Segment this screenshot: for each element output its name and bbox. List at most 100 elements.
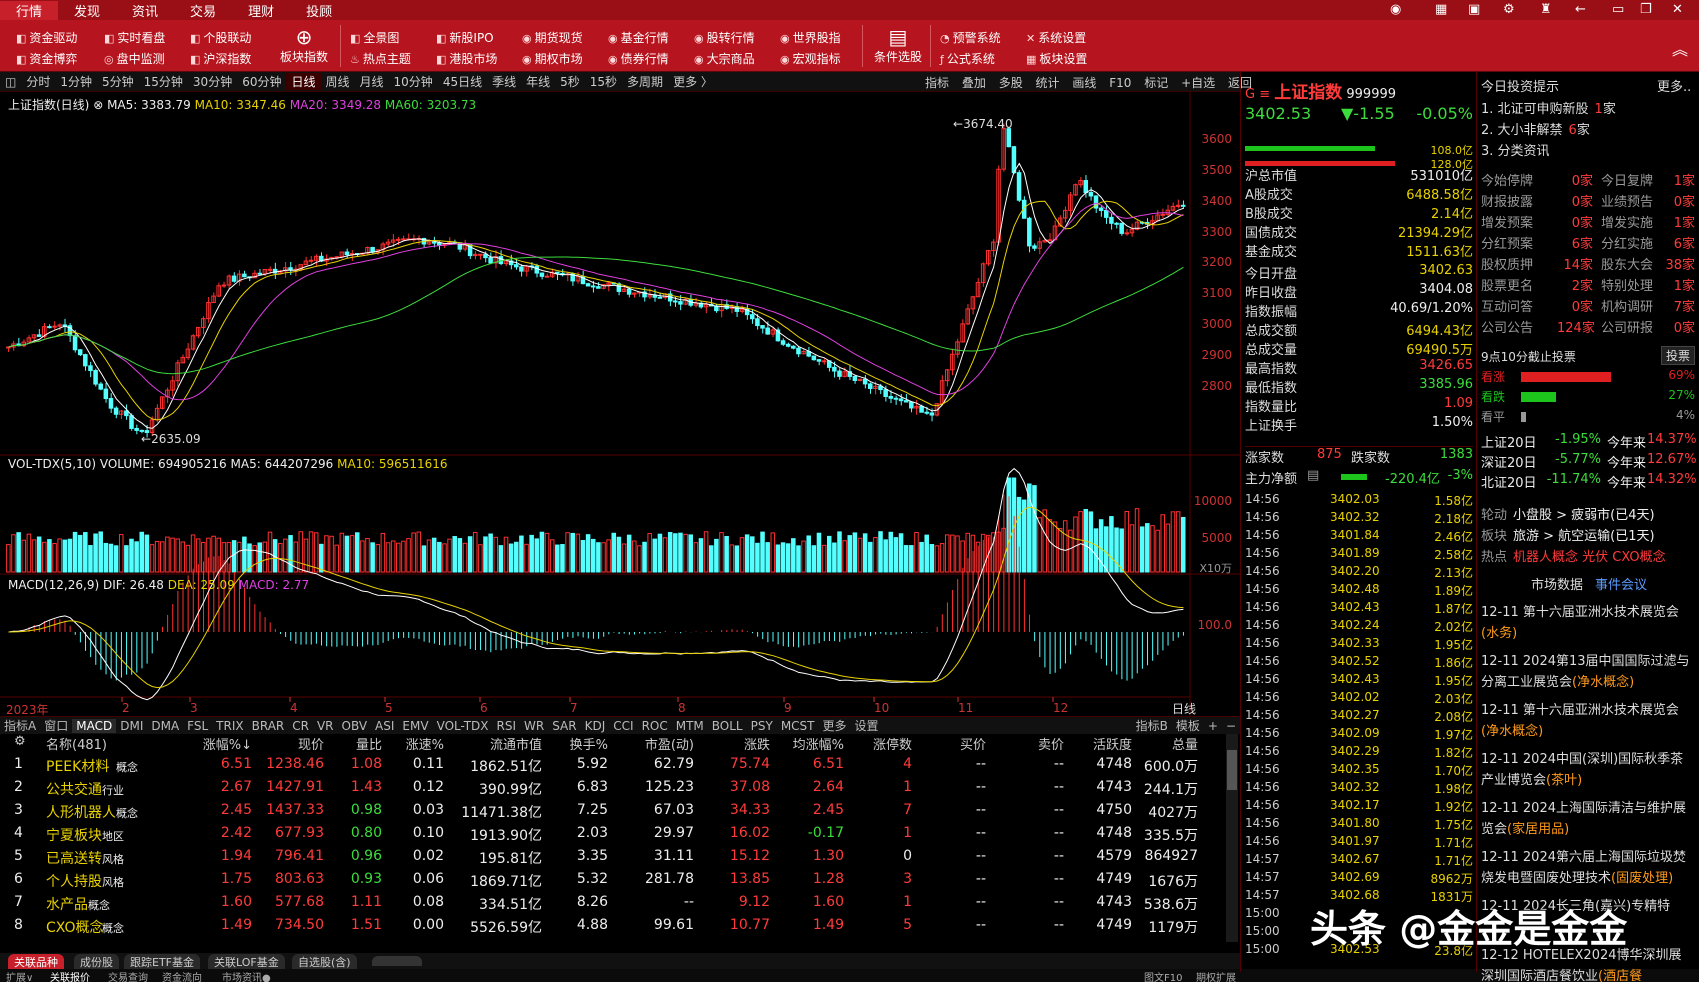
- calendar-event[interactable]: 12-11 2024第13届中国国际过滤与分离工业展览会(净水概念): [1481, 651, 1695, 693]
- sector-name[interactable]: 已高送转: [46, 851, 102, 867]
- col-header[interactable]: 总量: [1171, 738, 1198, 753]
- toolbar-item[interactable]: ◉ 基金行情: [608, 29, 669, 46]
- panel-toggle-icon[interactable]: ◫: [5, 74, 17, 89]
- indicator-tab[interactable]: CR: [292, 718, 309, 733]
- col-header[interactable]: 流通市值: [489, 738, 542, 753]
- calendar-event[interactable]: 12-11 2024长三角(嘉兴)专精特: [1481, 896, 1695, 917]
- calendar-event[interactable]: 12-11 第十六届亚洲水技术展览会 (净水概念): [1481, 700, 1695, 742]
- indicator-tab[interactable]: ASI: [375, 718, 395, 733]
- status-item[interactable]: 市场资讯●: [222, 973, 271, 982]
- indicator-tab[interactable]: SAR: [552, 718, 577, 733]
- status-item[interactable]: 期权扩展: [1196, 973, 1236, 982]
- chart-tool[interactable]: 标记: [1144, 76, 1169, 90]
- status-item[interactable]: 资金流向: [162, 973, 202, 982]
- chart-tool[interactable]: 画线: [1072, 76, 1097, 90]
- event-label[interactable]: 公司研报: [1601, 321, 1654, 336]
- tips-more-link[interactable]: 更多..: [1657, 80, 1692, 95]
- period-tab[interactable]: 月线: [359, 75, 384, 89]
- period-tab[interactable]: 5分钟: [102, 75, 134, 89]
- grid-icon[interactable]: ▦: [1435, 2, 1448, 17]
- period-tab[interactable]: 60分钟: [242, 75, 282, 89]
- indicator-tab[interactable]: MACD: [72, 718, 117, 733]
- toolbar-item[interactable]: ƒ 公式系统: [940, 50, 995, 67]
- sector-name[interactable]: 个人持股: [46, 874, 102, 890]
- indicator-tab[interactable]: 窗口: [44, 719, 69, 733]
- minimize-icon[interactable]: ▭: [1612, 2, 1625, 17]
- event-label[interactable]: 股东大会: [1601, 258, 1654, 273]
- event-label[interactable]: 互动问答: [1481, 300, 1534, 315]
- period-tab[interactable]: 季线: [492, 75, 517, 89]
- toolbar-item[interactable]: ◉ 债券行情: [608, 50, 669, 67]
- toolbar-item[interactable]: ◧ 港股市场: [436, 50, 497, 67]
- rotation-value[interactable]: 小盘股 > 疲弱市(已4天): [1513, 508, 1655, 523]
- chart-tool[interactable]: 指标: [925, 76, 950, 90]
- tab-scrollbar[interactable]: [372, 956, 422, 966]
- collapse-icon[interactable]: ︽: [1672, 40, 1689, 59]
- indicator-tab[interactable]: 更多: [822, 719, 847, 733]
- period-tab[interactable]: 日线: [286, 73, 321, 90]
- indicator-tab[interactable]: VOL-TDX: [436, 718, 489, 733]
- status-item[interactable]: 扩展∨: [6, 973, 34, 982]
- period-tab[interactable]: 更多 〉: [673, 75, 713, 89]
- period-tab[interactable]: 1分钟: [60, 75, 92, 89]
- table-row[interactable]: 2 公共交通 行业 2.67 1427.91 1.43 0.12 390.99亿 6.83 125…: [0, 779, 1240, 801]
- toolbar-item[interactable]: ◉ 股转行情: [694, 29, 755, 46]
- indicator-tab[interactable]: 设置: [854, 719, 879, 733]
- rotation-value[interactable]: 机器人概念 光伏 CXO概念: [1513, 550, 1666, 565]
- period-tab[interactable]: 分时: [26, 75, 51, 89]
- scrollbar-thumb[interactable]: [1227, 750, 1237, 790]
- indicator-tab[interactable]: 指标B: [1135, 719, 1168, 733]
- rotation-value[interactable]: 旅游 > 航空运输(已1天): [1513, 529, 1655, 544]
- event-label[interactable]: 股票更名: [1481, 279, 1534, 294]
- sector-name[interactable]: 公共交通: [46, 782, 102, 798]
- indicator-tab[interactable]: 指标A: [4, 719, 37, 733]
- indicator-tab[interactable]: −: [1225, 718, 1236, 733]
- period-tab[interactable]: 多周期: [627, 75, 664, 89]
- chart-tool[interactable]: 多股: [998, 76, 1023, 90]
- event-label[interactable]: 增发预案: [1481, 216, 1534, 231]
- toolbar-item[interactable]: ◧ 沪深指数: [190, 50, 251, 67]
- event-label[interactable]: 机构调研: [1601, 300, 1654, 315]
- indicator-tab[interactable]: MCST: [780, 718, 815, 733]
- col-header[interactable]: 现价: [297, 738, 324, 753]
- table-row[interactable]: 8 CXO概念 概念 1.49 734.50 1.51 0.00 5526.59亿 4.88 99…: [0, 917, 1240, 939]
- event-label[interactable]: 股权质押: [1481, 258, 1534, 273]
- table-row[interactable]: 3 人形机器人 概念 2.45 1437.33 0.98 0.03 11471.38亿 7.25…: [0, 802, 1240, 824]
- back-icon[interactable]: ←: [1575, 2, 1586, 17]
- indicator-tab[interactable]: WR: [524, 718, 545, 733]
- col-header[interactable]: 涨停数: [872, 738, 912, 753]
- calendar-event[interactable]: 12-11 2024上海国际清洁与维护展览会(家居用品): [1481, 798, 1695, 840]
- sector-name[interactable]: CXO概念: [46, 920, 104, 936]
- stock-screener-button[interactable]: ▤ 条件选股: [868, 26, 928, 65]
- settings-icon[interactable]: ⚙: [14, 734, 26, 749]
- period-tab[interactable]: 5秒: [560, 75, 580, 89]
- table-scrollbar[interactable]: [1226, 734, 1238, 942]
- menu-market[interactable]: 行情: [0, 0, 59, 20]
- indicator-tab[interactable]: VR: [316, 718, 334, 733]
- tip-item[interactable]: 3. 分类资讯: [1481, 140, 1556, 159]
- market-data-link[interactable]: 市场数据: [1531, 578, 1584, 593]
- sector-name[interactable]: PEEK材料: [46, 759, 110, 775]
- period-tab[interactable]: 年线: [526, 75, 551, 89]
- indicator-tab[interactable]: RSI: [496, 718, 517, 733]
- tab-watchlist[interactable]: 自选股(含): [292, 954, 357, 970]
- indicator-tab[interactable]: MTM: [675, 718, 704, 733]
- table-row[interactable]: 1 PEEK材料 概念 6.51 1238.46 1.08 0.11 1862.51亿 5.92…: [0, 756, 1240, 778]
- screen-icon[interactable]: ▣: [1468, 2, 1481, 17]
- event-label[interactable]: 分红预案: [1481, 237, 1534, 252]
- menu-finance[interactable]: 理财: [248, 4, 275, 20]
- calendar-event[interactable]: 12-11 2024中国(深圳)国际秋季茶产业博览会(茶叶): [1481, 749, 1695, 791]
- toolbar-item[interactable]: ◧ 资金驱动: [16, 29, 77, 46]
- sector-name[interactable]: 人形机器人: [46, 805, 116, 821]
- indicator-tab[interactable]: KDJ: [584, 718, 606, 733]
- toolbar-item[interactable]: ◉ 期权市场: [522, 50, 583, 67]
- menu-trade[interactable]: 交易: [190, 4, 217, 20]
- tab-etf[interactable]: 跟踪ETF基金: [124, 954, 200, 970]
- period-tab[interactable]: 15分钟: [143, 75, 183, 89]
- toolbar-item[interactable]: ◎ 盘中监测: [104, 50, 165, 67]
- col-header[interactable]: 均涨幅%: [792, 738, 844, 753]
- period-tab[interactable]: 30分钟: [192, 75, 233, 89]
- toolbar-item[interactable]: ◉ 世界股指: [780, 29, 841, 46]
- indicator-tab[interactable]: BRAR: [251, 718, 285, 733]
- chart-tool[interactable]: F10: [1109, 76, 1132, 90]
